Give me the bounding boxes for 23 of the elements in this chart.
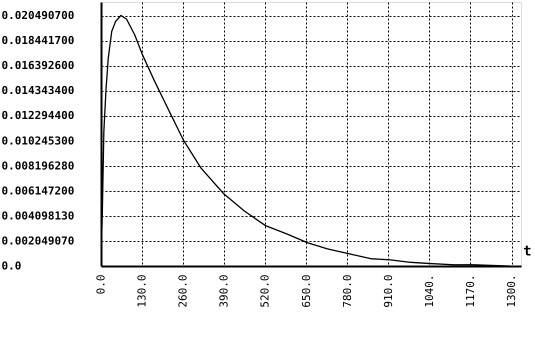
y-tick-label: 0.004098130 (2, 209, 74, 222)
x-tick-label: 520.0 (258, 274, 272, 308)
y-tick-label: 0.012294400 (2, 109, 74, 122)
y-tick-label: 0.016392600 (2, 59, 74, 72)
y-tick-label: 0.014343400 (2, 84, 74, 98)
y-tick-label: 0.020490700 (2, 9, 74, 22)
x-tick-label: 260.0 (176, 274, 190, 308)
x-axis-title: t (523, 244, 532, 260)
x-tick-label: 650.0 (300, 274, 313, 308)
y-tick-label: 0.006147200 (2, 184, 74, 198)
y-tick-label: 0.010245300 (2, 134, 74, 148)
y-tick-label: 0.0 (2, 260, 22, 272)
x-tick-label: 910.0 (382, 274, 395, 308)
x-tick-label: 1300. (505, 274, 518, 308)
y-tick-label: 0.002049070 (2, 234, 74, 248)
x-tick-label: 0.0 (94, 274, 108, 294)
x-tick-label: 390.0 (218, 274, 231, 308)
x-tick-label: 130.0 (136, 274, 149, 308)
x-tick-label: 1170. (464, 274, 477, 308)
x-tick-label: 1040. (422, 274, 436, 308)
x-tick-label: 780.0 (340, 274, 354, 308)
y-tick-label: 0.008196280 (2, 159, 74, 172)
y-tick-label: 0.018441700 (2, 34, 74, 48)
